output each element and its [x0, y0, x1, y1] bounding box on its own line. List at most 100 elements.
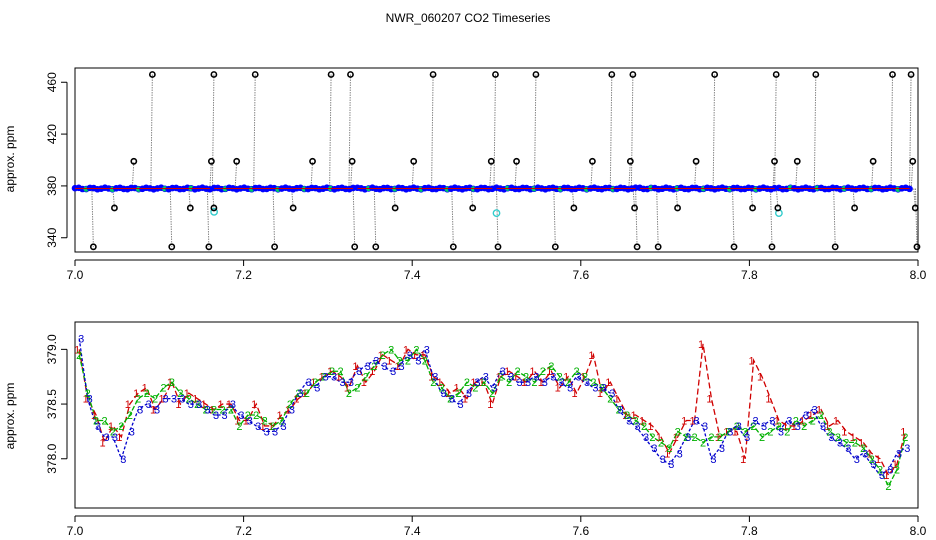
outlier-point	[772, 71, 780, 78]
series-marker-1: 1	[622, 410, 628, 422]
series-marker-2: 2	[321, 372, 327, 384]
series-marker-1: 1	[150, 405, 156, 417]
series-marker-1: 1	[631, 410, 637, 422]
series-marker-2: 2	[624, 410, 630, 422]
series-marker-1: 1	[504, 366, 510, 378]
series-line-3	[78, 338, 906, 477]
series-marker-3: 3	[171, 394, 177, 406]
series-marker-1: 1	[782, 421, 788, 433]
series-marker-1: 1	[285, 405, 291, 417]
outlier-stem	[411, 161, 415, 189]
bottom-x-tick-label: 7.2	[235, 524, 252, 538]
series-marker-2: 2	[236, 421, 242, 433]
outlier-point	[692, 157, 700, 165]
series-marker-2: 2	[666, 443, 672, 455]
series-marker-1: 1	[335, 372, 341, 384]
series-marker-1: 1	[234, 415, 240, 427]
outlier-stem	[373, 188, 377, 247]
outlier-stem	[914, 188, 918, 247]
bottom-x-tick-label: 7.8	[741, 524, 758, 538]
series-marker-2: 2	[278, 415, 284, 427]
series-marker-2: 2	[531, 377, 537, 389]
series-marker-1: 1	[647, 421, 653, 433]
series-marker-2: 2	[498, 372, 504, 384]
series-line-1	[78, 343, 906, 477]
series-marker-3: 3	[525, 377, 531, 389]
series-marker-1: 1	[487, 399, 493, 411]
series-marker-1: 1	[310, 377, 316, 389]
series-marker-1: 1	[302, 388, 308, 400]
series-marker-1: 1	[664, 448, 670, 460]
series-marker-2: 2	[641, 421, 647, 433]
series-marker-2: 2	[177, 388, 183, 400]
series-marker-2: 2	[540, 366, 546, 378]
series-marker-2: 2	[371, 361, 377, 373]
series-marker-1: 1	[513, 372, 519, 384]
series-marker-3: 3	[887, 465, 893, 477]
series-marker-2: 2	[835, 432, 841, 444]
series-marker-2: 2	[481, 377, 487, 389]
series-marker-2: 2	[590, 377, 596, 389]
series-marker-3: 3	[533, 372, 539, 384]
top-x-tick-label: 8.0	[910, 268, 927, 282]
outlier-point	[429, 71, 437, 78]
outlier-point	[608, 71, 616, 78]
series-marker-2: 2	[85, 388, 91, 400]
top-plot-area	[74, 67, 919, 253]
outlier-stem	[206, 188, 210, 247]
series-marker-2: 2	[523, 372, 529, 384]
series-marker-2: 2	[354, 383, 360, 395]
series-marker-1: 1	[757, 372, 763, 384]
top-y-tick-label: 460	[45, 72, 59, 92]
series-marker-1: 1	[732, 426, 738, 438]
series-marker-2: 2	[683, 432, 689, 444]
outlier-stem	[630, 74, 634, 189]
bottom-y-tick-label: 378.5	[45, 389, 59, 419]
series-marker-3: 3	[576, 372, 582, 384]
outlier-point	[633, 243, 641, 251]
outlier-point	[730, 243, 738, 251]
series-marker-3: 3	[407, 350, 413, 362]
series-marker-1: 1	[217, 399, 223, 411]
series-marker-1: 1	[808, 410, 814, 422]
series-marker-2: 2	[708, 432, 714, 444]
series-marker-3: 3	[803, 410, 809, 422]
series-marker-2: 2	[363, 372, 369, 384]
outlier-point	[186, 204, 194, 212]
series-marker-2: 2	[489, 388, 495, 400]
outlier-point	[327, 71, 335, 78]
series-marker-3: 3	[162, 394, 168, 406]
outlier-point	[469, 204, 477, 212]
outlier-point	[148, 71, 156, 78]
series-marker-3: 3	[719, 443, 725, 455]
series-marker-2: 2	[101, 415, 107, 427]
series-marker-3: 3	[230, 399, 236, 411]
series-marker-3: 3	[651, 443, 657, 455]
series-marker-3: 3	[87, 394, 93, 406]
series-marker-1: 1	[883, 470, 889, 482]
series-marker-2: 2	[742, 426, 748, 438]
outlier-point	[351, 243, 359, 251]
series-marker-2: 2	[717, 432, 723, 444]
series-marker-3: 3	[432, 372, 438, 384]
series-marker-3: 3	[424, 344, 430, 356]
series-marker-1: 1	[867, 448, 873, 460]
series-marker-2: 2	[734, 421, 740, 433]
outlier-point	[210, 204, 218, 212]
series-marker-1: 1	[133, 388, 139, 400]
outlier-stem	[590, 161, 593, 189]
outlier-point	[207, 157, 215, 165]
series-marker-3: 3	[449, 394, 455, 406]
series-marker-1: 1	[403, 344, 409, 356]
top-y-axis-label: approx. ppm	[3, 126, 17, 193]
outlier-point	[513, 157, 520, 165]
top-x-tick-label: 7.4	[404, 268, 421, 282]
outlier-point	[631, 204, 638, 212]
outlier-stem	[150, 74, 153, 189]
series-marker-3: 3	[567, 383, 573, 395]
bottom-y-tick-label: 378.0	[45, 443, 59, 473]
outlier-stem	[234, 161, 238, 189]
series-marker-1: 1	[496, 372, 502, 384]
series-marker-1: 1	[799, 415, 805, 427]
series-marker-2: 2	[430, 377, 436, 389]
